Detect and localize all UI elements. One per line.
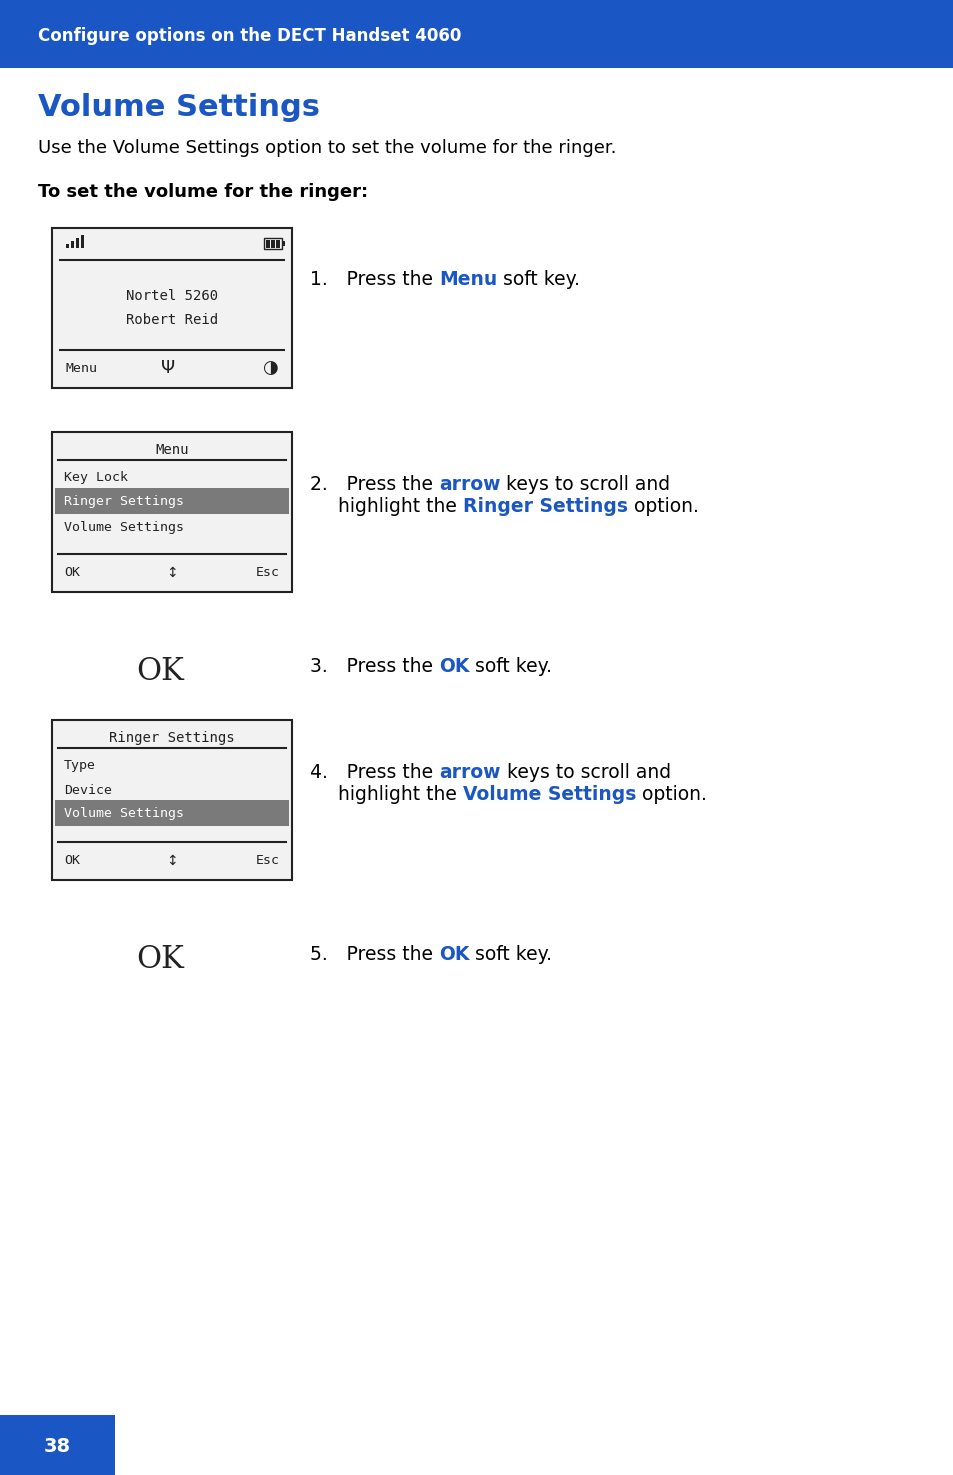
Text: Menu: Menu: [155, 442, 189, 457]
Text: Key Lock: Key Lock: [64, 472, 128, 484]
Text: Esc: Esc: [255, 566, 280, 580]
Bar: [266, 239, 270, 248]
Text: OK: OK: [64, 854, 80, 867]
Text: soft key.: soft key.: [469, 656, 552, 676]
Bar: [81, 235, 85, 248]
Bar: [0, 1415, 115, 1475]
Text: 5. Press the: 5. Press the: [310, 945, 438, 965]
Text: ↕: ↕: [166, 854, 177, 867]
Text: option.: option.: [636, 785, 706, 804]
Text: Type: Type: [64, 760, 96, 773]
Bar: [275, 239, 280, 248]
Text: Ψ: Ψ: [161, 358, 175, 378]
Text: 38: 38: [44, 1438, 71, 1456]
Bar: [52, 432, 292, 591]
Text: OK: OK: [136, 944, 184, 975]
Text: keys to scroll and: keys to scroll and: [500, 475, 670, 494]
Text: Volume Settings: Volume Settings: [462, 785, 636, 804]
Text: Robert Reid: Robert Reid: [126, 313, 218, 327]
Text: highlight the: highlight the: [337, 785, 462, 804]
Text: Menu: Menu: [438, 270, 497, 289]
Text: 1. Press the: 1. Press the: [310, 270, 438, 289]
Text: Esc: Esc: [255, 854, 280, 867]
Text: Nortel 5260: Nortel 5260: [126, 289, 218, 302]
Bar: [271, 239, 274, 248]
Text: soft key.: soft key.: [497, 270, 579, 289]
Text: soft key.: soft key.: [469, 945, 552, 965]
Bar: [66, 243, 70, 248]
Bar: [264, 237, 282, 249]
Bar: [55, 799, 289, 826]
Text: Volume Settings: Volume Settings: [64, 807, 184, 820]
Text: 2. Press the: 2. Press the: [310, 475, 438, 494]
Text: OK: OK: [438, 656, 469, 676]
Text: 3. Press the: 3. Press the: [310, 656, 438, 676]
Text: To set the volume for the ringer:: To set the volume for the ringer:: [38, 183, 368, 201]
Text: Device: Device: [64, 783, 112, 796]
Text: ◑: ◑: [262, 358, 277, 378]
Text: OK: OK: [438, 945, 469, 965]
Bar: [282, 240, 285, 246]
Text: Volume Settings: Volume Settings: [64, 522, 184, 534]
Text: option.: option.: [627, 497, 698, 516]
Text: Ringer Settings: Ringer Settings: [462, 497, 627, 516]
Text: highlight the: highlight the: [337, 497, 462, 516]
Text: Use the Volume Settings option to set the volume for the ringer.: Use the Volume Settings option to set th…: [38, 139, 616, 156]
Text: Volume Settings: Volume Settings: [38, 93, 319, 122]
Text: Configure options on the DECT Handset 4060: Configure options on the DECT Handset 40…: [38, 27, 461, 46]
Bar: [0, 0, 953, 68]
Bar: [52, 229, 292, 388]
Text: arrow: arrow: [438, 763, 500, 782]
Bar: [52, 720, 292, 881]
Bar: [71, 240, 74, 248]
Text: OK: OK: [64, 566, 80, 580]
Text: Menu: Menu: [66, 363, 98, 376]
Text: Ringer Settings: Ringer Settings: [64, 494, 184, 507]
Text: OK: OK: [136, 656, 184, 687]
Text: Ringer Settings: Ringer Settings: [109, 732, 234, 745]
Text: arrow: arrow: [438, 475, 500, 494]
Bar: [76, 237, 79, 248]
Bar: [55, 488, 289, 513]
Text: 4. Press the: 4. Press the: [310, 763, 438, 782]
Text: ↕: ↕: [166, 566, 177, 580]
Text: keys to scroll and: keys to scroll and: [500, 763, 670, 782]
